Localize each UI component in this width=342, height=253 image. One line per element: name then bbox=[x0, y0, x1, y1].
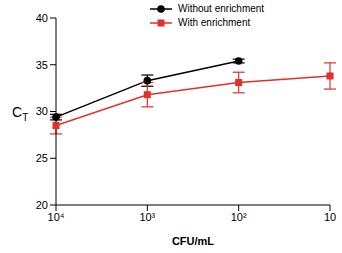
svg-text:10⁴: 10⁴ bbox=[48, 211, 65, 223]
html-text:With enrichment: With enrichment bbox=[178, 17, 251, 28]
svg-text:40: 40 bbox=[36, 12, 48, 24]
svg-text:10³: 10³ bbox=[139, 211, 155, 223]
svg-text:35: 35 bbox=[36, 59, 48, 71]
svg-text:CT: CT bbox=[12, 104, 28, 123]
svg-text:10²: 10² bbox=[231, 211, 247, 223]
svg-text:10: 10 bbox=[324, 211, 334, 223]
html-text:Without enrichment: Without enrichment bbox=[178, 3, 265, 14]
svg-text:CFU/mL: CFU/mL bbox=[172, 235, 214, 247]
svg-text:25: 25 bbox=[36, 152, 48, 164]
svg-text:20: 20 bbox=[36, 199, 48, 211]
svg-text:30: 30 bbox=[36, 105, 48, 117]
